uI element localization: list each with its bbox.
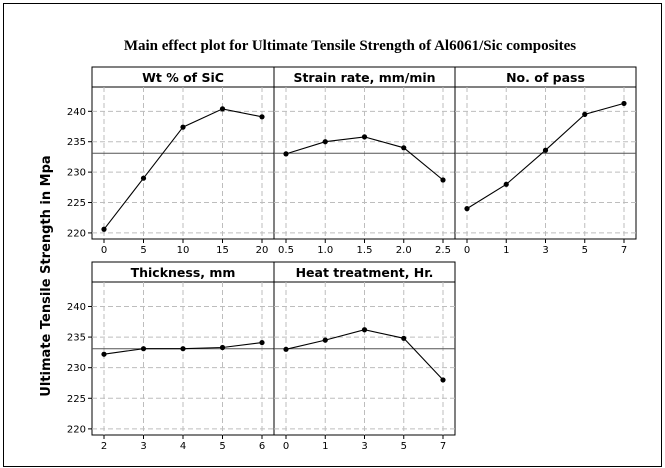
x-tick-label: 0	[101, 245, 107, 256]
data-point	[180, 124, 186, 130]
x-tick-label: 10	[177, 245, 190, 256]
y-axis-label: Ultimate Tensile Strength in Mpa	[39, 155, 54, 396]
y-tick-label: 230	[67, 168, 86, 179]
panel-title: No. of pass	[506, 70, 585, 85]
data-point	[283, 346, 289, 352]
data-point	[401, 145, 407, 151]
x-tick-label: 3	[140, 441, 146, 452]
y-tick-label: 225	[67, 198, 86, 209]
x-tick-label: 4	[180, 441, 186, 452]
panel-1: Wt % of SiC 0 5 10 15 20 220 225 230 235 240	[67, 66, 275, 256]
y-tick-label: 220	[67, 424, 86, 435]
panel-4: Thickness, mm 2 3 4 5 6 220 225 230 235 240	[67, 261, 275, 452]
x-tick-label: 1.0	[317, 245, 333, 256]
panel-5: Heat treatment, Hr. 0 1 3 5 7	[273, 261, 456, 452]
data-point	[401, 335, 407, 341]
x-tick-label: 7	[621, 245, 627, 256]
panel-title: Heat treatment, Hr.	[296, 265, 434, 280]
y-tick-label: 235	[67, 137, 86, 148]
data-point	[621, 100, 627, 107]
x-tick-label: 15	[216, 245, 229, 256]
y-tick-label: 240	[67, 302, 86, 313]
data-point	[219, 106, 226, 112]
data-point	[101, 226, 107, 232]
x-tick-label: 0.5	[278, 245, 294, 256]
x-tick-label: 5	[401, 441, 407, 452]
x-tick-label: 2	[101, 441, 107, 452]
x-tick-label: 5	[582, 245, 588, 256]
panel-2: Strain rate, mm/min 0.5 1.0 1.5 2.0 2.5	[273, 66, 456, 256]
data-point	[361, 327, 368, 333]
x-tick-label: 2.0	[396, 245, 412, 256]
data-point	[259, 114, 265, 120]
x-tick-label: 6	[259, 441, 265, 452]
y-tick-label: 225	[67, 394, 86, 405]
x-tick-label: 3	[542, 245, 548, 256]
panel-title: Wt % of SiC	[142, 70, 224, 85]
y-tick-label: 240	[67, 107, 86, 118]
x-tick-label: 5	[140, 245, 146, 256]
x-tick-label: 0	[464, 245, 470, 256]
y-tick-label: 235	[67, 333, 86, 344]
data-point	[440, 177, 446, 183]
y-tick-label: 230	[67, 363, 86, 374]
data-point	[503, 181, 509, 187]
data-point	[101, 351, 107, 357]
data-point	[582, 111, 588, 117]
x-tick-label: 2.5	[435, 245, 451, 256]
data-point	[542, 147, 549, 153]
y-tick-label: 220	[67, 228, 86, 239]
data-point	[180, 346, 186, 352]
panel-title: Thickness, mm	[131, 265, 236, 280]
x-tick-label: 20	[256, 245, 269, 256]
x-tick-label: 1	[503, 245, 509, 256]
data-point	[283, 151, 289, 157]
data-point	[361, 134, 368, 140]
x-tick-label: 1	[322, 441, 328, 452]
data-point	[464, 206, 470, 212]
data-point	[140, 175, 147, 181]
x-tick-label: 5	[219, 441, 225, 452]
x-tick-label: 1.5	[357, 245, 373, 256]
x-tick-label: 3	[361, 441, 367, 452]
x-tick-label: 7	[440, 441, 446, 452]
x-tick-label: 0	[283, 441, 289, 452]
data-point	[140, 346, 147, 352]
data-point	[259, 339, 265, 346]
data-point	[322, 139, 328, 145]
panel-3: No. of pass 0 1 3 5 7	[454, 66, 637, 256]
data-point	[322, 337, 328, 343]
chart-title: Main effect plot for Ultimate Tensile St…	[124, 38, 576, 54]
data-point	[219, 344, 226, 351]
panel-title: Strain rate, mm/min	[293, 70, 435, 85]
data-point	[440, 377, 446, 383]
